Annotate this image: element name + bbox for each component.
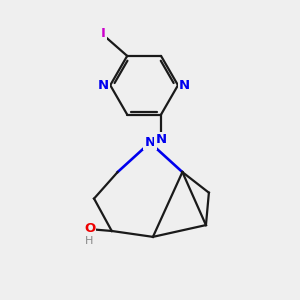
Text: N: N	[155, 133, 167, 146]
Text: O: O	[84, 221, 95, 235]
Text: N: N	[155, 133, 167, 146]
Text: H: H	[85, 236, 93, 246]
Text: N: N	[179, 79, 190, 92]
Text: I: I	[101, 27, 106, 40]
Text: N: N	[98, 79, 109, 92]
Text: N: N	[144, 136, 156, 149]
